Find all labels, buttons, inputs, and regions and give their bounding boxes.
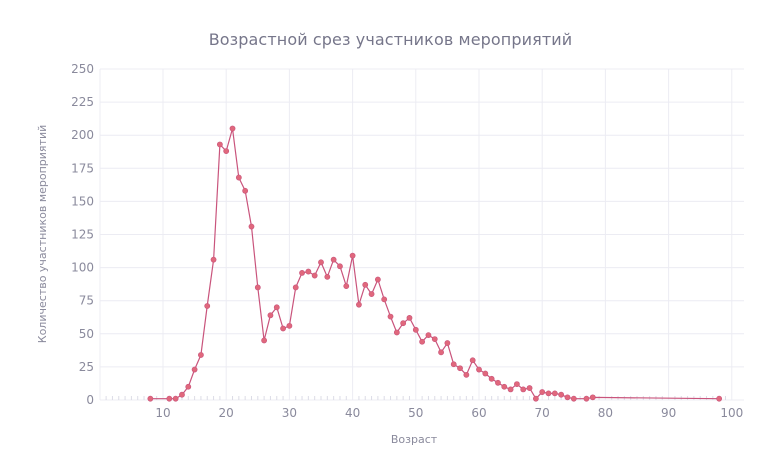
data-point[interactable] [457,365,463,372]
data-point[interactable] [185,383,192,390]
y-tick-label: 175 [71,161,94,175]
data-point[interactable] [716,395,723,402]
y-tick-label: 200 [71,128,94,142]
x-tick-label: 50 [408,406,423,420]
data-point[interactable] [330,256,337,263]
data-point[interactable] [564,394,571,401]
data-point[interactable] [311,272,318,279]
data-point[interactable] [229,125,236,132]
data-point[interactable] [349,252,356,259]
data-point[interactable] [261,337,268,344]
data-point[interactable] [393,329,400,336]
data-point[interactable] [495,379,501,386]
data-point[interactable] [242,187,249,194]
data-series [147,125,723,402]
data-point[interactable] [248,223,255,230]
data-point[interactable] [292,284,299,291]
x-tick-label: 60 [471,406,486,420]
data-point[interactable] [412,326,419,333]
data-point[interactable] [191,366,198,373]
y-tick-label: 50 [79,327,94,341]
data-point[interactable] [286,322,293,329]
data-point[interactable] [305,268,312,275]
data-point[interactable] [463,371,470,378]
data-point[interactable] [532,395,539,402]
data-point[interactable] [387,313,394,320]
x-tick-label: 90 [661,406,676,420]
y-axis-title: Количество участников мероприятий [36,125,49,343]
data-point[interactable] [362,281,369,288]
data-point[interactable] [147,395,154,402]
data-point[interactable] [254,284,261,291]
data-point[interactable] [400,320,407,327]
data-point[interactable] [469,357,476,364]
chart-title: Возрастной срез участников мероприятий [208,30,573,49]
x-tick-label: 30 [282,406,297,420]
data-point[interactable] [551,390,558,397]
x-axis-ticks: 10 20 30 40 50 60 70 80 90 100 [155,406,743,420]
data-point[interactable] [450,361,457,368]
data-point[interactable] [488,375,495,382]
data-point[interactable] [273,304,280,311]
data-point[interactable] [299,269,305,276]
data-point[interactable] [223,148,230,154]
data-point[interactable] [425,332,432,339]
data-point[interactable] [406,315,413,321]
data-point[interactable] [324,273,331,280]
data-point[interactable] [520,386,527,393]
x-tick-label: 100 [720,406,743,420]
y-tick-label: 250 [71,62,94,76]
y-tick-label: 75 [79,294,94,308]
data-point[interactable] [235,174,242,181]
y-tick-label: 150 [71,194,94,208]
x-tick-label: 70 [535,406,550,420]
x-tick-label: 20 [219,406,234,420]
data-point[interactable] [318,259,324,266]
data-point[interactable] [280,325,286,332]
data-point[interactable] [198,352,204,358]
grid-lines [99,68,744,401]
data-point[interactable] [482,370,489,377]
data-point[interactable] [337,263,343,270]
data-point[interactable] [381,296,388,303]
data-point[interactable] [267,312,274,319]
data-point[interactable] [558,391,565,398]
data-point[interactable] [438,349,444,356]
y-tick-label: 125 [71,228,94,242]
data-point[interactable] [210,256,217,263]
y-tick-label: 225 [71,95,94,109]
data-point[interactable] [526,385,533,391]
data-point[interactable] [166,395,173,402]
data-point[interactable] [589,394,596,401]
data-point[interactable] [501,383,508,390]
y-tick-label: 0 [86,393,94,407]
data-point[interactable] [431,336,438,342]
data-point[interactable] [179,391,185,398]
series-line [150,128,720,400]
x-axis-title: Возраст [391,433,438,446]
data-point[interactable] [343,283,350,290]
data-point[interactable] [374,276,381,283]
data-point[interactable] [172,395,179,402]
data-point[interactable] [476,366,482,373]
data-point[interactable] [507,386,514,393]
data-point[interactable] [444,340,451,346]
data-point[interactable] [514,381,520,388]
y-axis-ticks: 0 25 50 75 100 125 150 175 200 225 250 [71,62,94,407]
data-point[interactable] [419,338,426,345]
data-point[interactable] [583,395,590,402]
data-point[interactable] [539,389,546,395]
data-point[interactable] [356,301,362,308]
y-tick-label: 100 [71,261,94,275]
data-point[interactable] [368,291,375,297]
x-tick-label: 80 [598,406,613,420]
x-tick-label: 40 [345,406,360,420]
y-tick-label: 25 [79,360,94,374]
data-point[interactable] [545,390,552,397]
data-point[interactable] [570,395,577,402]
data-point[interactable] [204,303,211,309]
data-point[interactable] [216,141,223,148]
x-tick-label: 10 [155,406,170,420]
